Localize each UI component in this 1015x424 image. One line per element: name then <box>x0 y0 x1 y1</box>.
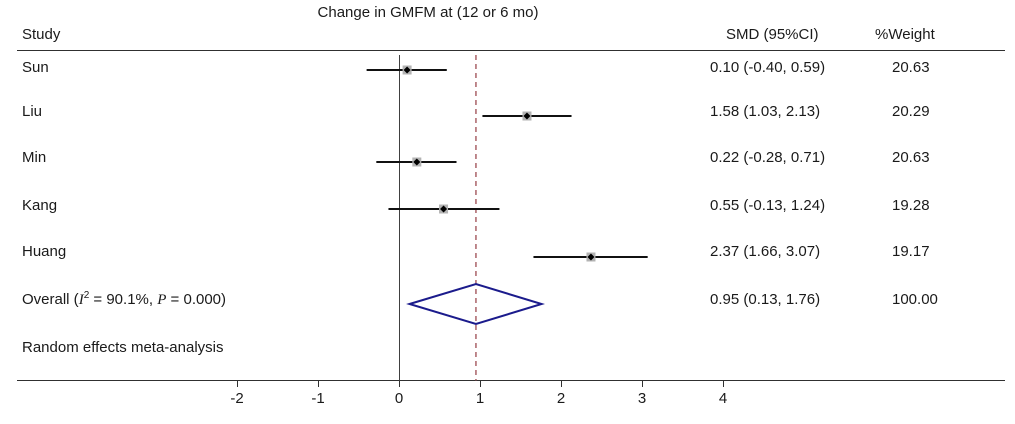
point-marker-sun <box>403 66 411 74</box>
x-tick-label: -1 <box>311 390 324 407</box>
x-tick-label: 0 <box>395 390 403 407</box>
model-note: Random effects meta-analysis <box>22 339 224 356</box>
i-squared-symbol: I <box>78 292 84 308</box>
column-header-weight: %Weight <box>875 26 935 43</box>
overall-heterogeneity-label: Overall (I2 = 90.1%, P = 0.000) <box>22 290 226 310</box>
chart-title: Change in GMFM at (12 or 6 mo) <box>317 4 539 21</box>
i-squared-superscript: 2 <box>83 290 90 301</box>
point-marker-huang <box>587 253 595 261</box>
point-marker-min <box>413 158 421 166</box>
column-header-smd: SMD (95%CI) <box>726 26 819 43</box>
column-header-study: Study <box>22 26 61 43</box>
x-tick-label: 2 <box>557 390 565 407</box>
i-squared-value: = 90.1%, <box>89 291 158 308</box>
x-tick-label: 3 <box>638 390 646 407</box>
p-value: = 0.000) <box>166 291 227 308</box>
overall-label-prefix: Overall ( <box>22 291 79 308</box>
x-tick-label: 1 <box>476 390 484 407</box>
x-tick-label: 4 <box>719 390 727 407</box>
point-marker-liu <box>523 112 531 120</box>
point-marker-kang <box>440 205 448 213</box>
overall-diamond <box>406 282 545 326</box>
p-symbol: P <box>157 292 167 308</box>
x-tick-label: -2 <box>230 390 243 407</box>
